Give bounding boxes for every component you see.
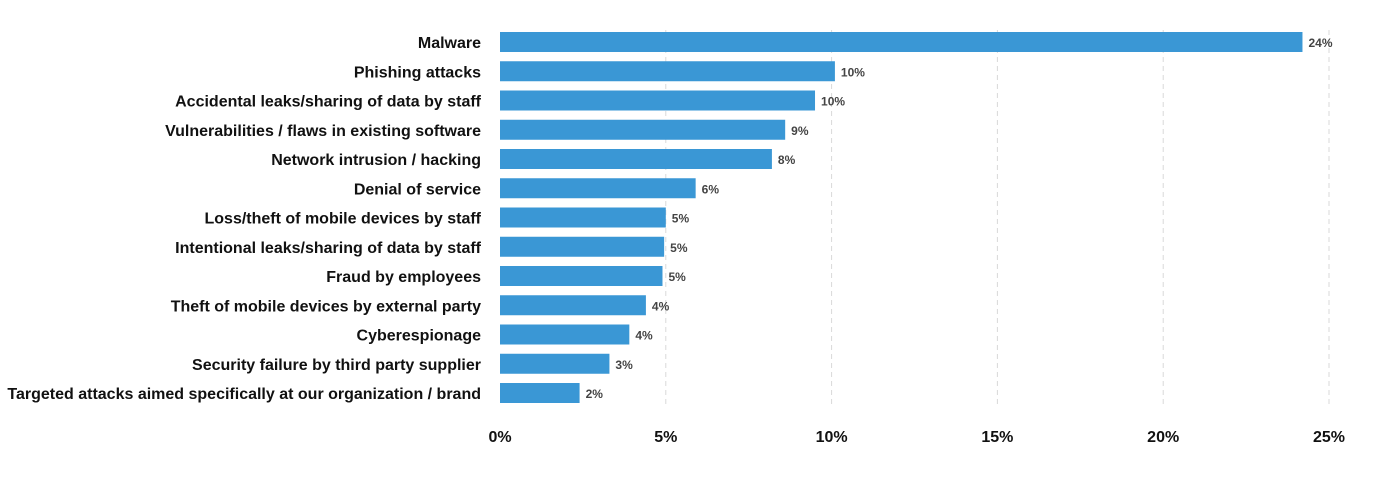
bar	[500, 236, 665, 257]
data-label: 6%	[702, 182, 720, 196]
data-label: 4%	[635, 329, 653, 343]
category-label: Security failure by third party supplier	[192, 357, 481, 374]
bar	[500, 119, 786, 140]
x-tick-label: 20%	[1147, 429, 1179, 446]
category-label: Fraud by employees	[326, 269, 481, 286]
bar	[500, 266, 663, 286]
data-label: 8%	[778, 153, 796, 167]
data-label: 10%	[821, 95, 845, 109]
bar	[500, 383, 580, 403]
x-tick-label: 25%	[1313, 429, 1345, 446]
category-label: Vulnerabilities / flaws in existing soft…	[165, 123, 481, 140]
category-labels: Malware Phishing attacks Accidental leaks/…	[7, 35, 481, 403]
category-label: Denial of service	[354, 181, 481, 198]
data-label: 4%	[652, 299, 670, 313]
data-label: 3%	[615, 358, 633, 372]
category-label: Network intrusion / hacking	[271, 152, 481, 169]
data-label: 2%	[586, 387, 604, 401]
x-tick-label: 0%	[488, 429, 511, 446]
bar	[500, 90, 816, 111]
bars	[500, 32, 1303, 403]
gridlines	[665, 30, 1330, 408]
category-label: Cyberespionage	[357, 328, 482, 345]
bar	[500, 353, 610, 374]
category-label: Malware	[418, 35, 481, 52]
x-tick-label: 5%	[654, 429, 677, 446]
category-label: Targeted attacks aimed specifically at o…	[7, 386, 481, 403]
bar	[500, 324, 630, 345]
data-label: 5%	[670, 241, 688, 255]
bar	[500, 207, 666, 228]
x-tick-label: 10%	[816, 429, 848, 446]
category-label: Theft of mobile devices by external part…	[171, 298, 481, 315]
x-tick-label: 15%	[981, 429, 1013, 446]
category-label: Phishing attacks	[354, 64, 481, 81]
bar	[500, 32, 1303, 52]
data-label: 9%	[791, 124, 809, 138]
category-label: Loss/theft of mobile devices by staff	[205, 211, 482, 228]
data-label: 5%	[668, 270, 686, 284]
category-label: Accidental leaks/sharing of data by staf…	[175, 94, 482, 111]
bar	[500, 149, 772, 169]
bar	[500, 295, 646, 316]
x-axis-ticks: 0% 5% 10% 15% 20% 25%	[488, 429, 1345, 446]
bar	[500, 61, 835, 82]
data-label: 24%	[1308, 36, 1332, 50]
category-label: Intentional leaks/sharing of data by sta…	[175, 240, 482, 257]
bar	[500, 178, 696, 199]
data-label: 10%	[841, 65, 865, 79]
data-label: 5%	[672, 212, 690, 226]
value-labels: 24% 10% 10% 9% 8% 6% 5% 5% 5% 4% 4% 3% 2%	[586, 36, 1333, 401]
